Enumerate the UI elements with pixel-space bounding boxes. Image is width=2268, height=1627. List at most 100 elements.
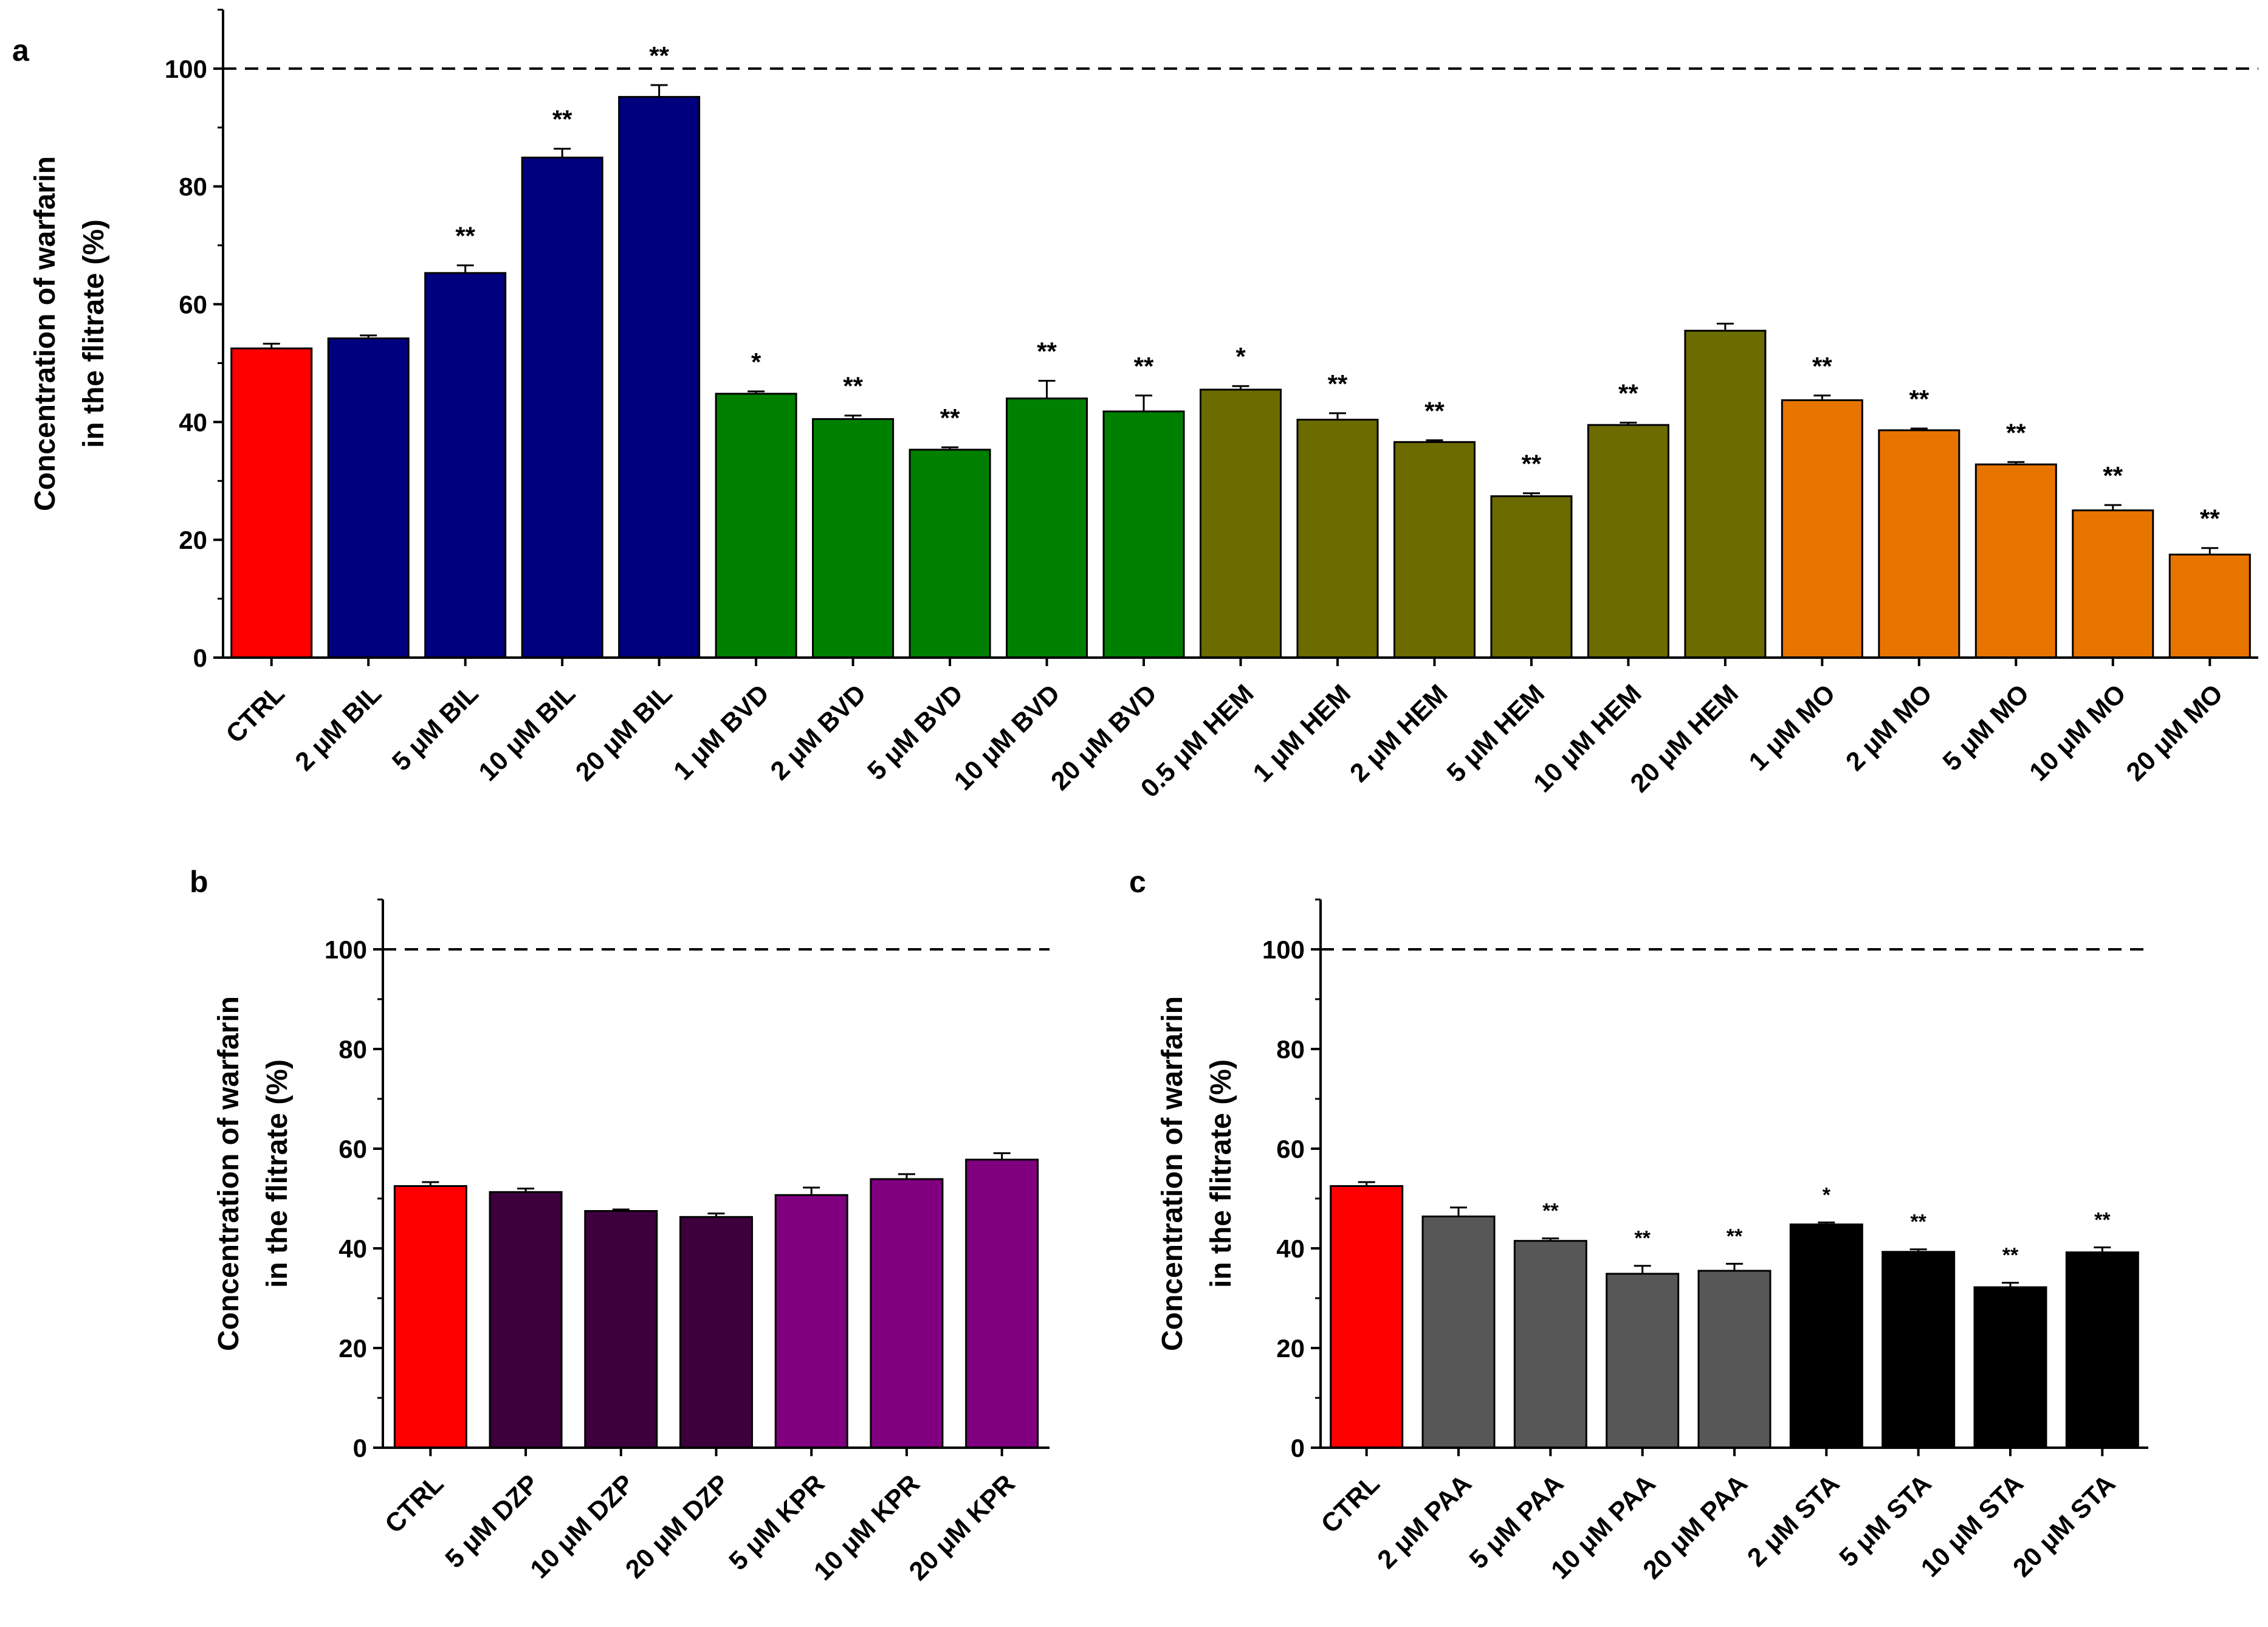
panel-a-significance-label: ** [940, 404, 960, 432]
panel-c-significance-label: ** [1727, 1225, 1743, 1248]
panel-a-y-tick-label: 60 [179, 291, 207, 319]
panel-c-y-axis-title: Concentration of warfarin [1156, 996, 1189, 1351]
panel-a-category-label: 5 μM MO [1937, 679, 2035, 777]
panel-c-category-label: 2 μM STA [1742, 1469, 1845, 1572]
panel-b-y-axis-title: Concentration of warfarin [213, 996, 245, 1351]
panel-a-category-label: 2 μM HEM [1344, 679, 1453, 788]
panel-b-y-tick-label: 0 [353, 1434, 367, 1462]
panel-a-bar [618, 95, 701, 659]
panel-a-bar [2168, 553, 2251, 659]
panel-a-significance-label: ** [2006, 418, 2026, 447]
panel-c-category-label: 2 μM PAA [1372, 1469, 1477, 1575]
panel-a-category-label: 2 μM MO [1840, 679, 1938, 777]
panel-c-significance-label: ** [1910, 1211, 1926, 1234]
panel-a-significance-label: ** [1328, 370, 1348, 398]
panel-b-bar [870, 1178, 944, 1449]
panel-a-significance-label: ** [1134, 352, 1154, 380]
panel-a-significance-label: * [1235, 342, 1246, 371]
panel-a-category-label: CTRL [221, 679, 290, 749]
panel-c-bar [1606, 1273, 1680, 1449]
panel-a-bar [1587, 424, 1669, 659]
panel-a-category-label: 2 μM BVD [765, 679, 872, 786]
panel-c-y-tick-label: 40 [1276, 1234, 1305, 1263]
panel-c-category-label: CTRL [1316, 1469, 1386, 1539]
panel-c-significance-label: ** [2094, 1208, 2111, 1231]
panel-a-category-label: 20 μM BIL [570, 679, 678, 787]
panel-c-bar [1789, 1223, 1863, 1449]
panel-a-y-tick-label: 0 [193, 644, 207, 672]
panel-a-bar [1684, 329, 1767, 659]
panel-a-y-tick-label: 40 [179, 408, 207, 436]
panel-a-significance-label: ** [2200, 504, 2220, 533]
panel-a-bar [2072, 509, 2154, 659]
panel-b-category-label: 5 μM DZP [440, 1469, 545, 1574]
panel-b-y-tick-label: 40 [338, 1234, 367, 1263]
panel-a-significance-label: ** [1037, 337, 1057, 366]
panel-c-y-axis-title: in the flitrate (%) [1205, 1059, 1237, 1288]
panel-b-bar [489, 1191, 563, 1449]
panel-a-significance-label: ** [1522, 450, 1542, 478]
panel-b-y-tick-label: 20 [338, 1334, 367, 1363]
panel-a-category-label: 1 μM HEM [1248, 679, 1356, 788]
panel-a-category-label: 10 μM MO [2024, 679, 2132, 787]
panel-b-y-tick-label: 60 [338, 1135, 367, 1163]
panel-b-bar [679, 1216, 753, 1449]
panel-a-significance-label: * [751, 348, 761, 376]
panel-c-bar [2065, 1251, 2139, 1449]
panel-a-bar [1200, 388, 1282, 659]
panel-c-bar [1973, 1286, 2047, 1449]
panel-a-y-tick-label: 20 [179, 526, 207, 554]
panel-a-category-label: 10 μM BIL [473, 679, 582, 787]
panel-c-y-tick-label: 20 [1276, 1334, 1305, 1363]
panel-c-bar [1697, 1270, 1771, 1449]
panel-a-y-axis-title: in the flitrate (%) [78, 219, 110, 448]
panel-a-y-tick-label: 100 [165, 55, 207, 83]
panel-b-bar [393, 1185, 467, 1449]
panel-a-bar [715, 393, 797, 659]
panel-a-category-label: 2 μM BIL [290, 679, 388, 777]
panel-a-bar [230, 347, 313, 659]
panel-a-bar [424, 272, 507, 659]
panel-b-y-axis-title: in the flitrate (%) [261, 1059, 294, 1288]
panel-a-significance-label: ** [2103, 461, 2123, 490]
panel-label-c: c [1129, 865, 1146, 899]
panel-a-bar [1878, 429, 1960, 659]
panel-c-bar [1421, 1216, 1496, 1449]
panel-a-category-label: 20 μM MO [2121, 679, 2229, 787]
panel-b-y-tick-label: 80 [338, 1035, 367, 1064]
panel-a-significance-label: ** [649, 41, 669, 70]
panel-a-category-label: 5 μM BIL [387, 679, 484, 777]
panel-a-bar [1781, 399, 1863, 659]
panel-a-y-tick-label: 80 [179, 173, 207, 201]
panel-c-significance-label: ** [1634, 1227, 1651, 1250]
panel-a-bar [1296, 418, 1379, 659]
panel-a-bar [1102, 410, 1185, 659]
panel-a-significance-label: ** [1424, 396, 1445, 425]
panel-a-significance-label: ** [1812, 352, 1832, 380]
panel-a-bar [1490, 495, 1573, 659]
panel-a-bar [521, 156, 603, 659]
panel-c-bar [1330, 1185, 1404, 1449]
panel-c-bar [1881, 1251, 1956, 1449]
panel-c-significance-label: * [1823, 1183, 1831, 1206]
panel-label-b: b [190, 865, 208, 899]
panel-b-category-label: 20 μM DZP [620, 1469, 735, 1584]
panel-a-significance-label: ** [1909, 385, 1929, 413]
panel-a-bar [327, 337, 410, 659]
panel-c-y-tick-label: 80 [1276, 1035, 1305, 1064]
panel-c-y-tick-label: 100 [1262, 935, 1305, 964]
panel-a-bar [1974, 463, 2057, 659]
panel-c-y-tick-label: 60 [1276, 1135, 1305, 1163]
panel-c-bar [1513, 1240, 1587, 1449]
panel-a-significance-label: ** [1618, 379, 1638, 407]
panel-label-a: a [12, 33, 30, 67]
panel-b-bar [774, 1194, 848, 1449]
panel-a-bar [1393, 441, 1476, 659]
panel-b-category-label: CTRL [379, 1469, 449, 1539]
panel-b-bar [584, 1210, 658, 1449]
panel-a-category-label: 1 μM MO [1744, 679, 1841, 777]
